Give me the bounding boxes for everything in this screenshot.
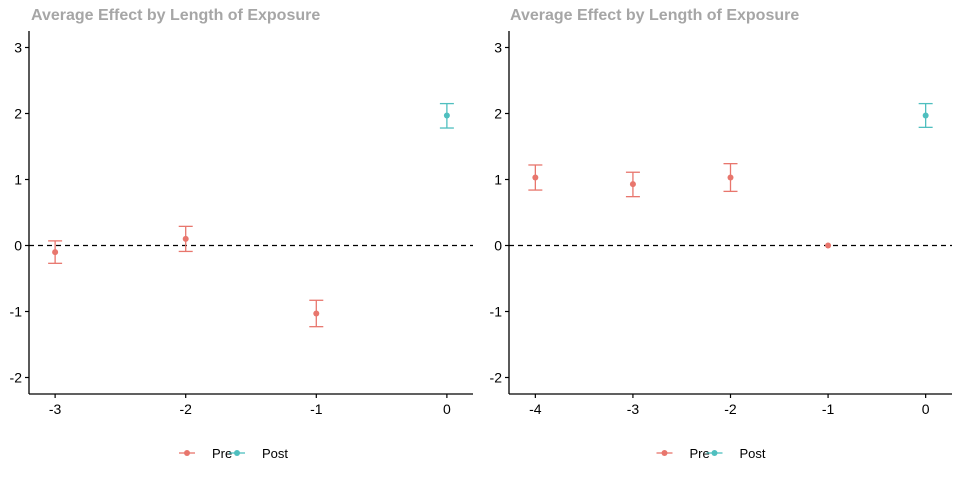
y-tick-label: 2 [14, 106, 22, 122]
y-tick-label: 1 [14, 172, 22, 188]
chart-title: Average Effect by Length of Exposure [31, 7, 320, 24]
y-tick-label: 2 [494, 106, 502, 122]
y-tick-label: -1 [10, 304, 23, 320]
data-point [629, 181, 636, 188]
x-tick-label: -3 [627, 401, 640, 417]
y-tick-label: 0 [14, 238, 22, 254]
legend: Pre Post [656, 446, 766, 461]
x-tick-label: 0 [443, 401, 451, 417]
x-tick-label: -2 [724, 401, 737, 417]
legend-label-post: Post [740, 446, 766, 461]
chart-panel-2: Average Effect by Length of Exposure -2 -1… [490, 7, 952, 461]
data-point [922, 112, 929, 119]
data-point [532, 174, 539, 181]
legend-label-pre: Pre [212, 446, 232, 461]
y-tick-label: -2 [490, 370, 503, 386]
y-tick-label: 3 [14, 40, 22, 56]
y-tick-label: 1 [494, 172, 502, 188]
data-point [825, 242, 832, 249]
x-tick-label: -1 [310, 401, 323, 417]
legend-label-pre: Pre [690, 446, 710, 461]
data-point [52, 249, 59, 256]
chart-panel-1: Average Effect by Length of Exposure -2 -1… [10, 7, 473, 461]
x-tick-label: 0 [922, 401, 930, 417]
legend-label-post: Post [262, 446, 288, 461]
legend-key-dot-post [711, 450, 718, 456]
x-tick-label: -1 [822, 401, 835, 417]
chart-title: Average Effect by Length of Exposure [510, 7, 799, 24]
legend-key-dot-post [234, 450, 240, 456]
data-point [443, 112, 450, 119]
data-point [727, 174, 734, 181]
y-tick-label: 3 [494, 40, 502, 56]
legend: Pre Post [179, 446, 288, 461]
y-tick-label: -1 [490, 304, 503, 320]
legend-key-dot-pre [661, 450, 668, 456]
x-tick-label: -2 [179, 401, 192, 417]
y-tick-label: -2 [10, 370, 23, 386]
y-tick-label: 0 [494, 238, 502, 254]
x-tick-label: -4 [529, 401, 542, 417]
x-tick-label: -3 [49, 401, 62, 417]
data-point [313, 310, 320, 317]
data-point [182, 235, 189, 242]
legend-key-dot-pre [184, 450, 190, 456]
